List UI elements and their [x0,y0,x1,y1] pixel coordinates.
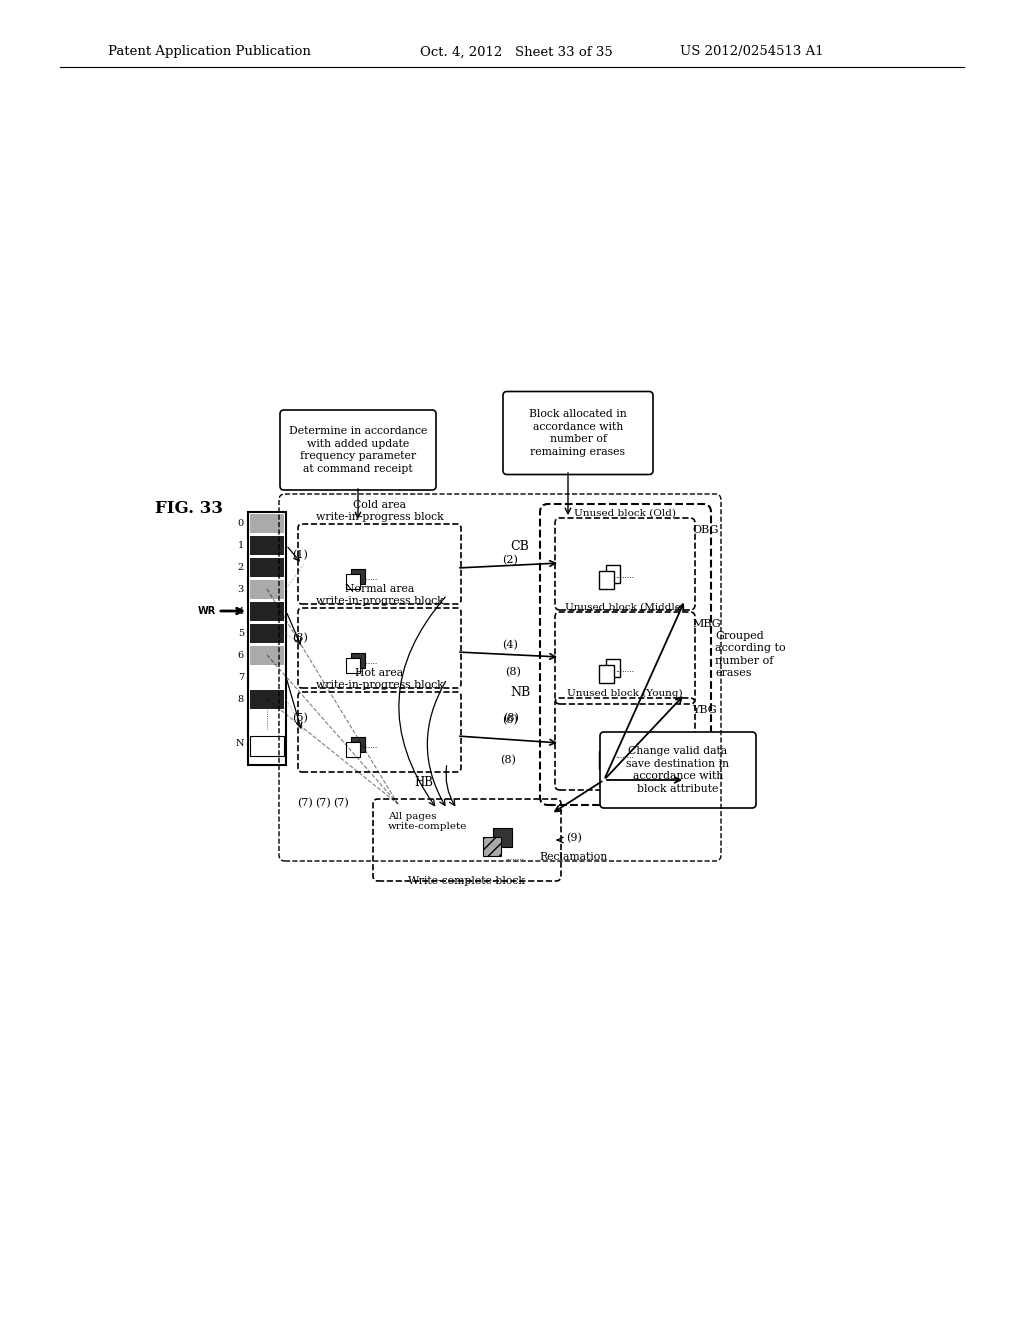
Bar [351,653,365,668]
Text: CB: CB [511,540,529,553]
Bar [351,737,365,752]
Bar [250,536,284,554]
Text: OBG: OBG [692,525,719,535]
Text: (7): (7) [315,797,331,808]
Text: (3): (3) [292,632,308,643]
Text: 3: 3 [238,585,244,594]
Text: 4: 4 [238,606,244,615]
Bar [250,737,284,756]
Text: ........: ........ [505,854,524,862]
Text: ......: ...... [362,574,377,582]
Bar [250,579,284,599]
Text: (8): (8) [503,713,519,723]
Text: 7: 7 [238,672,244,681]
Bar [599,570,613,589]
Bar [250,513,284,533]
Bar [606,565,621,583]
Text: Cold area
write-in-progress block: Cold area write-in-progress block [315,500,443,521]
Bar [599,665,613,682]
Text: (9): (9) [566,833,582,843]
Text: Change valid data
save destination in
accordance with
block attribute: Change valid data save destination in ac… [627,746,729,793]
Text: Unused block (Old): Unused block (Old) [574,510,676,517]
Text: ........: ........ [615,572,635,579]
Text: (7): (7) [333,797,349,808]
Text: 2: 2 [238,562,244,572]
Text: MBG: MBG [692,619,721,630]
Text: Normal area
write-in-progress block: Normal area write-in-progress block [315,585,443,606]
Bar [250,624,284,643]
Text: ......: ...... [362,657,377,667]
Bar [599,751,613,768]
Text: Oct. 4, 2012   Sheet 33 of 35: Oct. 4, 2012 Sheet 33 of 35 [420,45,612,58]
Bar [346,574,360,589]
Bar [250,668,284,686]
Text: Write-complete block: Write-complete block [409,876,525,886]
Text: US 2012/0254513 A1: US 2012/0254513 A1 [680,45,823,58]
Bar [346,657,360,673]
Bar [250,690,284,709]
Text: 1: 1 [238,540,244,549]
FancyBboxPatch shape [503,392,653,474]
Text: (6): (6) [502,715,518,725]
Text: Unused block (Young): Unused block (Young) [567,689,683,698]
Bar [250,558,284,577]
Text: N: N [236,739,244,748]
Bar [483,837,501,857]
Text: 8: 8 [238,694,244,704]
Text: (8): (8) [500,755,516,766]
Text: ......: ...... [362,742,377,750]
Text: NB: NB [510,686,530,700]
Text: (8): (8) [505,667,521,677]
Bar [351,569,365,583]
Text: WR: WR [198,606,216,616]
FancyBboxPatch shape [248,512,286,766]
Bar [250,602,284,620]
FancyBboxPatch shape [280,411,436,490]
Text: (1): (1) [292,550,308,560]
FancyBboxPatch shape [600,733,756,808]
Text: (2): (2) [502,554,518,565]
Text: Grouped
according to
number of
erases: Grouped according to number of erases [715,631,785,678]
Text: Determine in accordance
with added update
frequency parameter
at command receipt: Determine in accordance with added updat… [289,426,427,474]
Bar [606,659,621,677]
Text: 0: 0 [238,519,244,528]
Text: Hot area
write-in-progress block: Hot area write-in-progress block [315,668,443,690]
Text: (5): (5) [292,713,308,723]
Text: HB: HB [415,776,433,788]
Text: Block allocated in
accordance with
number of
remaining erases: Block allocated in accordance with numbe… [529,409,627,457]
Text: (7): (7) [297,797,313,808]
Text: (4): (4) [502,640,518,651]
Text: ........: ........ [615,665,635,673]
Bar [606,746,621,763]
Bar [250,645,284,665]
Text: Patent Application Publication: Patent Application Publication [108,45,311,58]
Bar [346,742,360,756]
Text: 6: 6 [238,651,244,660]
Text: YBG: YBG [692,705,717,715]
Bar [494,828,512,847]
Text: Unused block (Middle): Unused block (Middle) [565,603,685,612]
Text: ........: ........ [615,751,635,759]
Text: 5: 5 [238,628,244,638]
Text: FIG. 33: FIG. 33 [155,500,223,517]
Text: All pages
write-complete: All pages write-complete [388,812,467,832]
Text: Reclamation: Reclamation [540,851,608,862]
